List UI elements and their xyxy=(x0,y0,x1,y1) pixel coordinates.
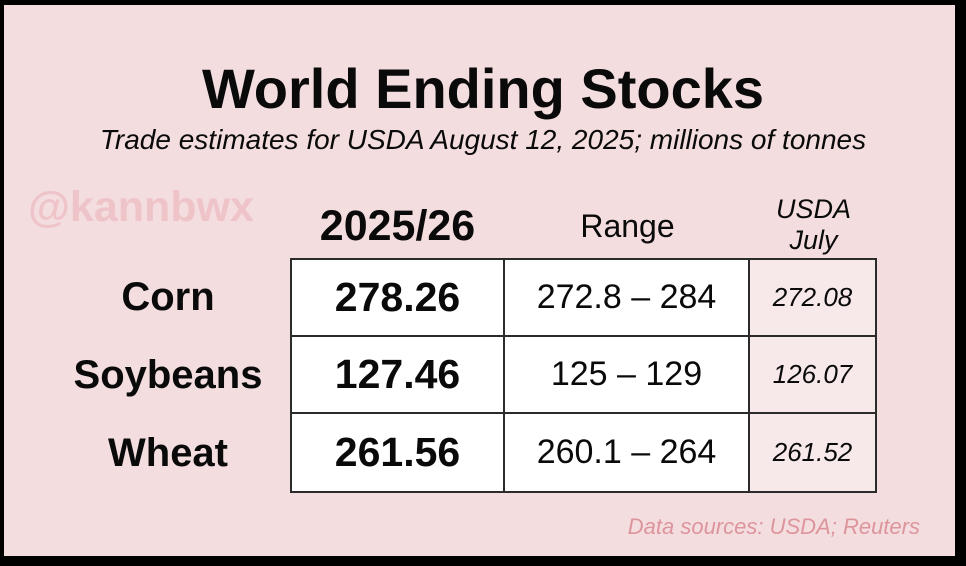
page-title: World Ending Stocks xyxy=(201,57,765,120)
row-label-soybeans: Soybeans xyxy=(73,352,263,397)
column-header-usda-july: USDA July xyxy=(775,193,851,255)
soybeans-estimate-cell: 127.46 xyxy=(292,337,505,414)
watermark: @kannbwx xyxy=(28,183,254,231)
row-label-wheat: Wheat xyxy=(108,430,228,475)
wheat-estimate-cell: 261.56 xyxy=(292,414,505,491)
page-subtitle: Trade estimates for USDA August 12, 2025… xyxy=(99,124,867,155)
corn-estimate-cell: 278.26 xyxy=(292,260,505,337)
column-header-range: Range xyxy=(580,207,675,244)
wheat-usda-july-cell: 261.52 xyxy=(750,414,875,491)
corn-usda-july-cell: 272.08 xyxy=(750,260,875,337)
estimates-table: 278.26 272.8 – 284 272.08 127.46 125 – 1… xyxy=(290,258,877,493)
row-label-corn: Corn xyxy=(121,274,215,319)
data-source-note: Data sources: USDA; Reuters xyxy=(627,514,920,539)
corn-range-cell: 272.8 – 284 xyxy=(505,260,750,337)
column-header-2025-26: 2025/26 xyxy=(319,201,476,250)
wheat-range-cell: 260.1 – 264 xyxy=(505,414,750,491)
soybeans-usda-july-cell: 126.07 xyxy=(750,337,875,414)
soybeans-range-cell: 125 – 129 xyxy=(505,337,750,414)
